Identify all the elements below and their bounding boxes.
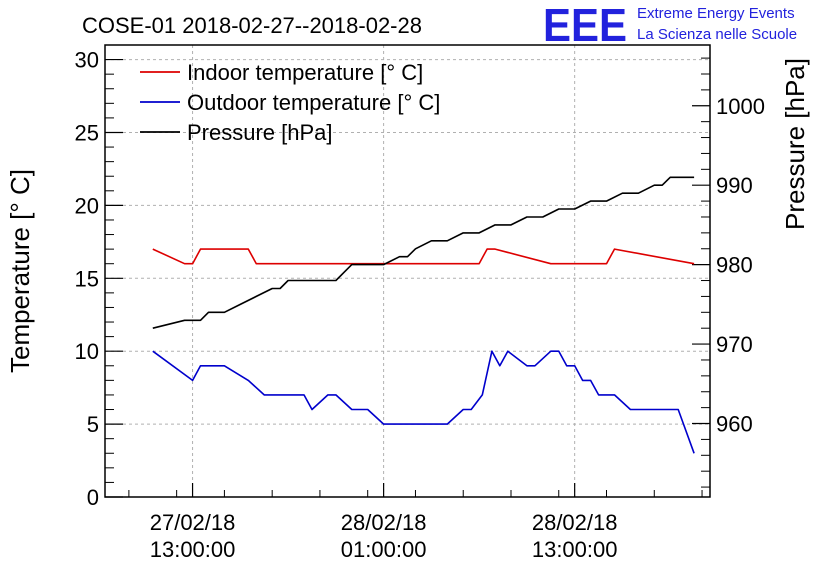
legend-label-1: Indoor temperature [° C] [187, 60, 423, 85]
series-line-2 [152, 350, 695, 454]
y-right-tick-label: 1000 [716, 94, 765, 119]
x-tick-label-date: 28/02/18 [341, 510, 427, 535]
series-lines [152, 176, 695, 454]
y-left-tick-label: 0 [87, 485, 99, 510]
y-axis-left-title: Temperature [° C] [5, 169, 35, 373]
y-right-tick-label: 960 [716, 412, 753, 437]
y-left-tick-label: 10 [75, 339, 99, 364]
y-left-tick-label: 15 [75, 266, 99, 291]
legend-label-2: Outdoor temperature [° C] [187, 90, 440, 115]
y-right-tick-label: 990 [716, 173, 753, 198]
axes: 051015202530960970980990100027/02/1813:0… [75, 44, 765, 562]
eee-logo: EEE Extreme Energy Events La Scienza nel… [543, 0, 797, 51]
legend-label-3: Pressure [hPa] [187, 120, 333, 145]
x-tick-label-time: 13:00:00 [150, 537, 236, 562]
logo-mark: EEE [543, 0, 627, 51]
y-axis-right-title: Pressure [hPa] [780, 58, 810, 230]
y-left-tick-label: 30 [75, 48, 99, 73]
gridlines [105, 45, 710, 497]
y-left-tick-label: 25 [75, 120, 99, 145]
y-left-tick-label: 5 [87, 412, 99, 437]
y-left-tick-label: 20 [75, 193, 99, 218]
plot-frame [104, 44, 711, 498]
x-tick-label-time: 13:00:00 [532, 537, 618, 562]
legend: Indoor temperature [° C] Outdoor temperat… [140, 60, 440, 145]
y-right-tick-label: 970 [716, 332, 753, 357]
x-tick-label-time: 01:00:00 [341, 537, 427, 562]
series-line-1 [152, 248, 695, 265]
chart-title: COSE-01 2018-02-27--2018-02-28 [82, 13, 422, 38]
y-right-tick-label: 980 [716, 253, 753, 278]
logo-line1: Extreme Energy Events [637, 5, 795, 22]
x-tick-label-date: 28/02/18 [532, 510, 618, 535]
logo-line2: La Scienza nelle Scuole [637, 26, 797, 43]
series-line-3 [152, 176, 695, 329]
x-tick-label-date: 27/02/18 [150, 510, 236, 535]
